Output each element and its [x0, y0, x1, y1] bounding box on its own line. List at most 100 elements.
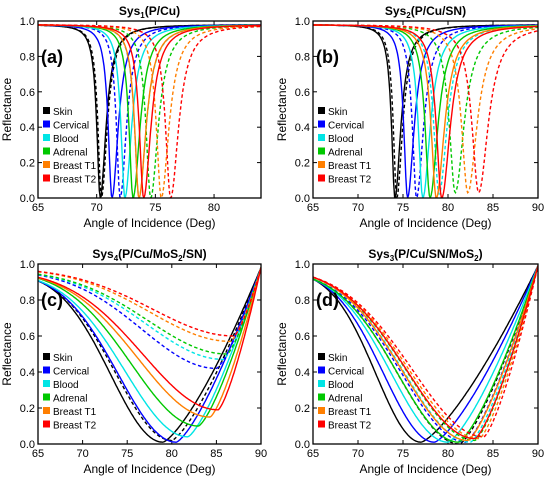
y-tick-label: 0.6 [295, 331, 310, 343]
legend-label: Adrenal [53, 394, 87, 405]
x-axis-label: Angle of Incidence (Deg) [83, 462, 215, 476]
legend-swatch [318, 174, 325, 182]
legend-swatch [318, 407, 325, 414]
panel-label: (a) [41, 47, 63, 67]
legend-swatch [43, 174, 50, 182]
chart-panel-4: Sys3(P/Cu/SN/MoS2) 65 70 75 80 85 90 0.0 0.2 0.4 0… [275, 247, 544, 476]
x-tick-label: 90 [532, 202, 544, 214]
curve-breast-t2-dashed [38, 24, 261, 198]
x-tick-label: 65 [32, 448, 44, 460]
curve-breast-t2-solid [38, 267, 261, 411]
legend-label: Adrenal [328, 148, 362, 159]
legend-label: Blood [53, 380, 79, 391]
curve-breast-t2-dashed [38, 267, 261, 337]
panel-label: (c) [41, 290, 63, 310]
curve-adrenal-solid [38, 267, 261, 427]
y-tick-label: 0.0 [20, 439, 35, 451]
legend-label: Cervical [53, 367, 89, 378]
legend-swatch [318, 161, 325, 168]
legend-swatch [43, 407, 50, 414]
panel-title: Sys4(P/Cu/MoS2/SN) [92, 247, 206, 263]
x-tick-label: 70 [76, 448, 88, 460]
x-tick-label: 80 [442, 202, 454, 214]
legend-swatch [43, 366, 50, 374]
curve-blood-dashed [38, 267, 261, 361]
y-tick-label: 0.6 [20, 331, 35, 343]
y-tick-label: 0.8 [295, 295, 310, 307]
y-tick-label: 1.0 [295, 16, 310, 28]
x-axis-label: Angle of Incidence (Deg) [359, 216, 491, 230]
y-tick-label: 0.2 [20, 403, 35, 415]
y-tick-label: 1.0 [20, 259, 35, 271]
x-tick-label: 65 [307, 448, 319, 460]
x-tick-label: 75 [121, 448, 133, 460]
curve-breast-t1-solid [38, 267, 261, 418]
x-tick-label: 65 [307, 202, 319, 214]
plot-frame [37, 263, 262, 445]
legend-label: Breast T2 [328, 421, 372, 432]
y-tick-label: 0.4 [20, 367, 35, 379]
legend-swatch [43, 420, 50, 428]
panel-title: Sys1(P/Cu) [119, 4, 180, 20]
y-tick-label: 0.2 [295, 158, 310, 170]
y-tick-label: 1.0 [295, 259, 310, 271]
curve-blood-solid [313, 265, 538, 443]
chart-panel-1: Sys1(P/Cu) 65 70 75 80 0.0 0.2 0.4 0.6 0.8 1.0 Angl… [0, 4, 262, 230]
x-tick-label: 65 [32, 202, 44, 214]
legend-swatch [318, 420, 325, 428]
plot-frame [312, 263, 539, 445]
chart-panel-2: Sys2(P/Cu/SN) 65 70 75 80 85 90 0.0 0.2 0.4 0.6 0.8… [275, 4, 544, 230]
x-tick-label: 75 [397, 202, 409, 214]
curve-skin-dashed [38, 267, 261, 442]
x-tick-label: 90 [532, 448, 544, 460]
legend-label: Breast T1 [53, 407, 97, 418]
x-tick-label: 85 [487, 448, 499, 460]
legend-swatch [318, 353, 325, 360]
y-tick-label: 0.4 [295, 122, 310, 134]
y-axis-label: Reflectance [0, 77, 14, 141]
legend-swatch [43, 161, 50, 168]
legend-label: Cervical [53, 121, 89, 132]
legend-label: Breast T2 [328, 175, 372, 186]
legend-swatch [43, 353, 50, 360]
panel-title: Sys3(P/Cu/SN/MoS2) [368, 247, 482, 263]
curve-cervical-dashed [313, 265, 538, 443]
curve-breast-t2-dashed [313, 24, 538, 194]
legend-label: Blood [53, 134, 79, 145]
curve-cervical-solid [38, 267, 261, 443]
legend-label: Breast T1 [328, 407, 372, 418]
legend-label: Breast T1 [328, 161, 372, 172]
curve-skin-solid [38, 267, 261, 443]
plot-frame [37, 20, 262, 199]
legend-swatch [43, 393, 50, 401]
curve-breast-t2-dashed [313, 265, 538, 438]
legend-label: Breast T1 [53, 161, 97, 172]
legend-swatch [318, 107, 325, 114]
y-tick-label: 0.6 [295, 87, 310, 99]
legend-label: Blood [328, 380, 354, 391]
chart-panel-3: Sys4(P/Cu/MoS2/SN) 65 70 75 80 85 90 0.0 0.2 0.4 0… [0, 247, 267, 476]
curve-adrenal-dashed [38, 267, 261, 355]
y-axis-label: Reflectance [0, 322, 14, 386]
x-tick-label: 75 [397, 448, 409, 460]
x-tick-label: 80 [166, 448, 178, 460]
y-tick-label: 0.0 [295, 439, 310, 451]
curve-adrenal-solid [313, 265, 538, 443]
legend-swatch [318, 380, 325, 387]
legend-label: Breast T2 [53, 421, 97, 432]
y-tick-label: 0.4 [20, 122, 35, 134]
y-axis-label: Reflectance [275, 322, 289, 386]
x-tick-label: 85 [487, 202, 499, 214]
legend-swatch [318, 393, 325, 401]
x-axis-label: Angle of Incidence (Deg) [83, 216, 215, 230]
y-tick-label: 0.4 [295, 367, 310, 379]
legend-swatch [43, 147, 50, 155]
legend-label: Blood [328, 134, 354, 145]
panel-title: Sys2(P/Cu/SN) [385, 4, 466, 20]
curve-breast-t2-solid [313, 265, 538, 440]
curve-blood-solid [38, 267, 261, 438]
plot-frame [312, 20, 539, 199]
legend-swatch [318, 120, 325, 128]
